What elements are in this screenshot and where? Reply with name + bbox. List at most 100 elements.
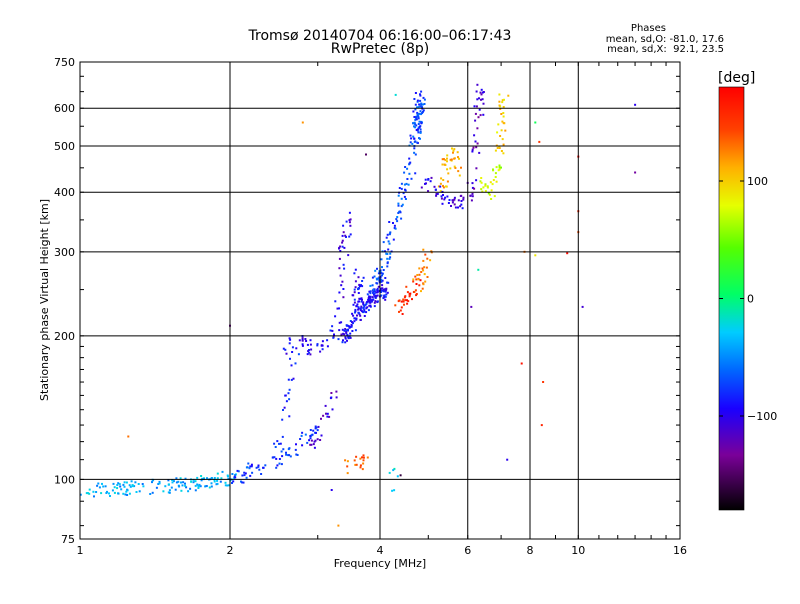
- data-point: [442, 194, 444, 196]
- data-point: [123, 485, 126, 488]
- data-point: [500, 113, 503, 115]
- data-point: [319, 439, 322, 441]
- data-point: [360, 305, 363, 308]
- data-point: [400, 182, 403, 185]
- data-point: [357, 286, 360, 289]
- data-point: [281, 435, 284, 438]
- data-point: [470, 199, 473, 202]
- data-point: [385, 236, 388, 239]
- data-point: [288, 454, 291, 457]
- x-axis-ticks: 1 2 4 6 8 10 16: [77, 62, 687, 557]
- data-point: [349, 224, 352, 227]
- data-point: [128, 492, 131, 495]
- data-point: [341, 239, 344, 242]
- data-point: [507, 94, 510, 97]
- data-point: [492, 169, 495, 172]
- data-point: [308, 351, 311, 354]
- data-point: [381, 279, 384, 282]
- data-point: [408, 162, 411, 165]
- data-point: [331, 325, 334, 328]
- data-point: [484, 183, 487, 186]
- data-point: [446, 195, 449, 198]
- data-point: [354, 286, 357, 289]
- data-point: [105, 492, 108, 494]
- data-point: [540, 424, 543, 427]
- data-point: [415, 116, 418, 119]
- data-point: [376, 289, 379, 292]
- data-point: [386, 265, 389, 268]
- data-point: [326, 345, 329, 348]
- data-point: [418, 137, 420, 140]
- data-point: [192, 481, 195, 484]
- grid-lines: [80, 62, 680, 539]
- data-point: [155, 486, 158, 489]
- data-point: [473, 134, 476, 137]
- data-point: [480, 181, 483, 184]
- data-point: [372, 293, 375, 296]
- data-point: [480, 88, 483, 91]
- data-point: [412, 278, 415, 281]
- data-point: [367, 298, 370, 301]
- data-point: [359, 457, 362, 460]
- data-point: [457, 199, 460, 202]
- data-point: [226, 474, 229, 477]
- data-point: [342, 288, 345, 290]
- data-point: [351, 294, 354, 297]
- data-point: [471, 195, 474, 198]
- data-point: [381, 289, 384, 292]
- data-point: [341, 341, 344, 344]
- data-point: [287, 392, 290, 395]
- data-point: [282, 448, 285, 451]
- data-point: [420, 271, 423, 273]
- data-point: [348, 219, 351, 222]
- data-point: [376, 278, 378, 281]
- data-point: [181, 484, 184, 487]
- data-point: [502, 143, 505, 146]
- data-point: [171, 481, 174, 484]
- data-point: [347, 337, 350, 340]
- data-point: [407, 300, 410, 303]
- data-point: [418, 125, 421, 128]
- data-point: [330, 392, 333, 394]
- data-point: [243, 471, 246, 474]
- data-point: [634, 103, 637, 106]
- data-point: [241, 474, 244, 477]
- data-point: [462, 196, 465, 199]
- data-point: [384, 250, 386, 253]
- data-point: [386, 253, 389, 255]
- data-point: [419, 93, 421, 96]
- data-point: [341, 241, 344, 244]
- data-point: [412, 280, 415, 283]
- data-point: [95, 491, 98, 493]
- data-point: [344, 337, 347, 340]
- data-point: [301, 337, 304, 340]
- data-point: [309, 429, 312, 431]
- data-point: [397, 212, 400, 214]
- data-point: [419, 99, 422, 102]
- data-point: [250, 463, 253, 466]
- data-point: [240, 480, 242, 483]
- data-point: [324, 404, 327, 407]
- data-point: [326, 339, 329, 342]
- data-point: [346, 472, 349, 475]
- data-point: [502, 115, 505, 118]
- data-point: [279, 442, 282, 445]
- data-point: [495, 166, 498, 169]
- data-point: [469, 194, 472, 197]
- data-point: [471, 186, 474, 189]
- data-point: [363, 309, 366, 312]
- data-point: [492, 179, 495, 181]
- data-point: [180, 481, 182, 484]
- data-point: [392, 238, 395, 241]
- data-point: [477, 116, 480, 119]
- data-point: [320, 344, 323, 347]
- data-point: [443, 158, 445, 161]
- data-point: [491, 183, 494, 186]
- data-point: [353, 272, 356, 275]
- data-point: [411, 142, 414, 145]
- data-point: [402, 192, 405, 195]
- data-point: [97, 482, 100, 485]
- x-tick-label: 16: [673, 544, 687, 557]
- data-point: [396, 475, 399, 478]
- data-point: [216, 477, 219, 480]
